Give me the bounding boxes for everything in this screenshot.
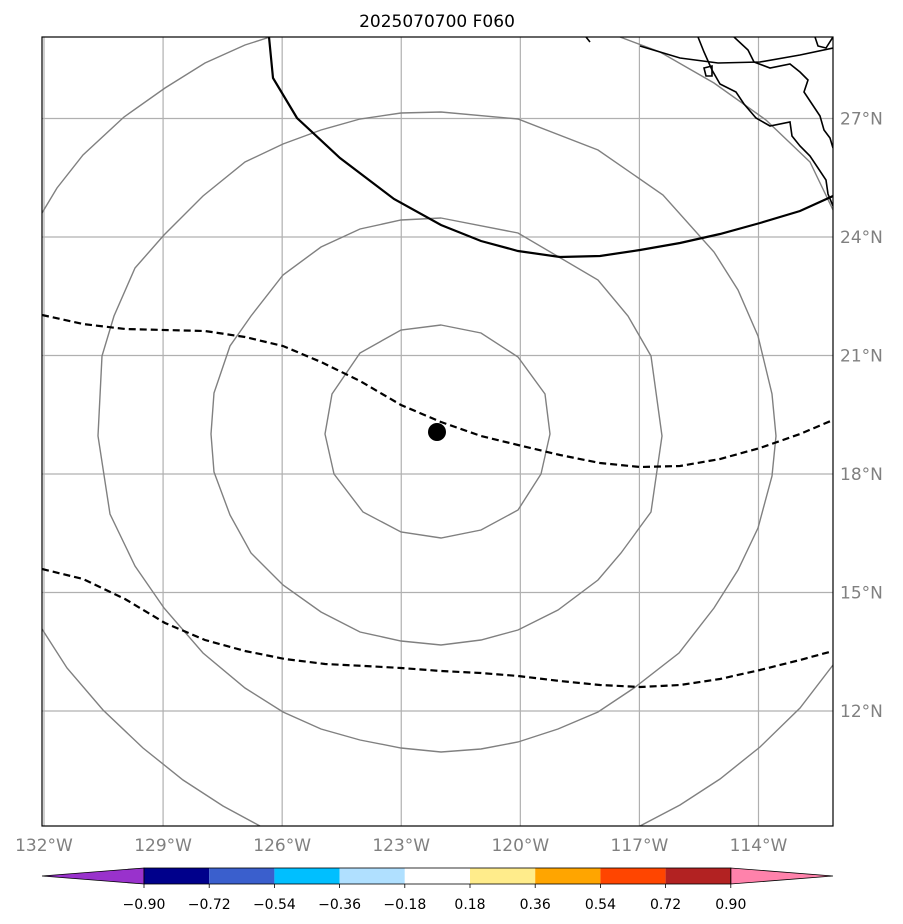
lon-label: 117°W <box>611 836 669 856</box>
latitude-labels: 27°N 24°N 21°N 18°N 15°N 12°N <box>840 110 883 723</box>
colorbar-segment <box>144 868 210 884</box>
range-ring-7 <box>639 664 833 826</box>
lat-label: 21°N <box>840 347 883 367</box>
lat-label: 24°N <box>840 228 883 248</box>
lon-label: 126°W <box>253 836 311 856</box>
storm-center-marker <box>428 423 446 441</box>
range-rings <box>42 37 833 826</box>
colorbar-tick-label: 0.36 <box>520 897 551 913</box>
dashed-contour-north <box>42 313 833 469</box>
coastline-north <box>639 45 833 64</box>
colorbar-segment <box>470 868 536 884</box>
colorbar-tick-label: −0.54 <box>253 897 296 913</box>
colorbar-tick-label: −0.90 <box>123 897 166 913</box>
colorbar-segment <box>600 868 666 884</box>
coastline <box>585 37 833 207</box>
colorbar-segment <box>665 868 731 884</box>
range-ring-6 <box>42 628 261 826</box>
lon-label: 120°W <box>491 836 549 856</box>
colorbar-tick-label: −0.36 <box>318 897 361 913</box>
dashed-contours <box>42 313 833 689</box>
lon-label: 129°W <box>134 836 192 856</box>
colorbar-outline <box>143 867 732 885</box>
colorbar-tick-label: 0.90 <box>715 897 746 913</box>
lon-label: 123°W <box>372 836 430 856</box>
colorbar-segment <box>274 868 340 884</box>
coastline-island-2 <box>585 37 591 43</box>
plot-frame <box>41 36 834 827</box>
dashed-contour-south <box>42 567 833 689</box>
colorbar-segment <box>339 868 405 884</box>
lat-label: 15°N <box>840 584 883 604</box>
colorbar-segment <box>404 868 470 884</box>
coastline-baja <box>697 37 833 207</box>
colorbar-tick-label: 0.72 <box>650 897 681 913</box>
colorbar-segment <box>209 868 275 884</box>
colorbar-tick-label: −0.18 <box>383 897 426 913</box>
lat-label: 27°N <box>840 110 883 130</box>
range-ring-3 <box>97 111 777 753</box>
plot-content <box>42 37 833 826</box>
colorbar-extend-low <box>41 867 145 885</box>
range-ring-1 <box>324 324 551 539</box>
colorbar-segment <box>535 868 601 884</box>
solid-contour <box>267 37 833 259</box>
colorbar-tick-label: 0.54 <box>585 897 616 913</box>
colorbar <box>41 867 834 885</box>
colorbar-tick-label: 0.18 <box>454 897 485 913</box>
coastline-main <box>733 37 833 149</box>
coastline-ne <box>814 37 833 49</box>
map-title: 2025070700 F060 <box>359 12 515 32</box>
graticule <box>42 37 833 826</box>
lat-label: 18°N <box>840 465 883 485</box>
range-ring-2 <box>210 217 663 646</box>
range-ring-4 <box>42 37 271 214</box>
colorbar-tick-label: −0.72 <box>188 897 231 913</box>
colorbar-extend-high <box>730 867 834 885</box>
lon-label: 132°W <box>15 836 73 856</box>
coastline-island-1 <box>703 64 713 77</box>
colorbar-labels: −0.90 −0.72 −0.54 −0.36 −0.18 0.18 0.36 0.54 0.7… <box>123 884 746 913</box>
lat-label: 12°N <box>840 702 883 722</box>
lon-label: 114°W <box>730 836 788 856</box>
longitude-labels: 132°W 129°W 126°W 123°W 120°W 117°W 114°W <box>15 836 787 856</box>
